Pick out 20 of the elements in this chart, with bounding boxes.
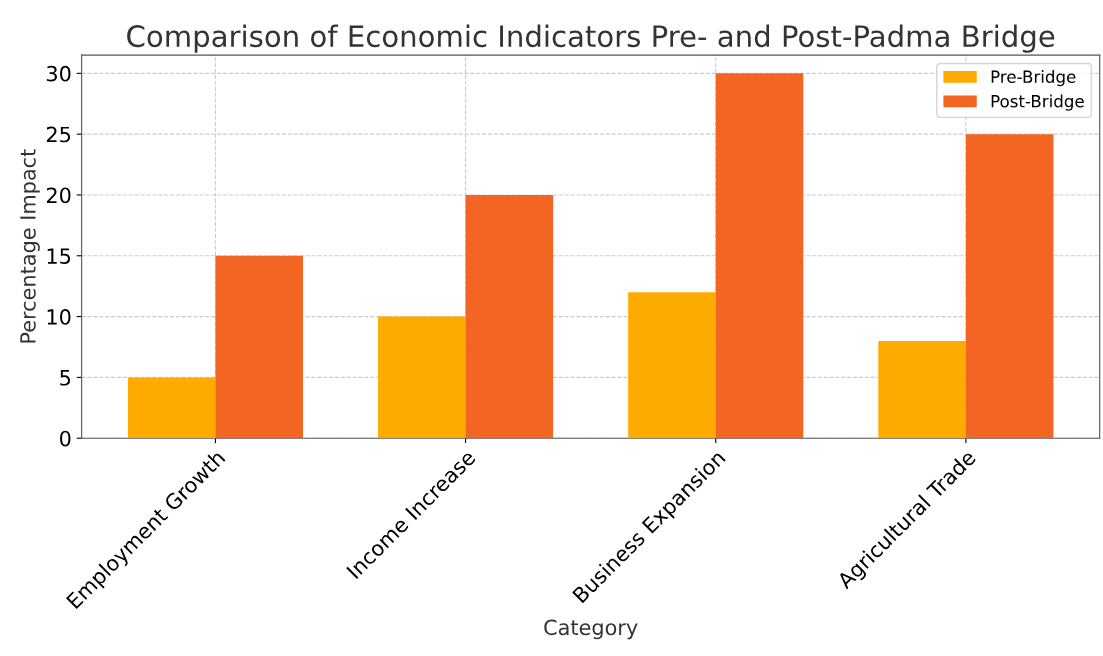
bar — [378, 316, 466, 439]
y-tick-label: 0 — [60, 430, 71, 447]
x-axis-title: Category — [544, 619, 638, 640]
y-axis-title: Percentage Impact — [20, 149, 40, 343]
y-tick-label: 10 — [47, 309, 71, 325]
bar — [965, 134, 1054, 439]
bar — [878, 340, 966, 439]
y-tick-label: 5 — [60, 370, 71, 386]
chart-title: Comparison of Economic Indicators Pre- and Post-Padma Bridge — [127, 24, 1055, 53]
y-tick-label: 25 — [46, 126, 71, 143]
y-tick-label: 15 — [47, 248, 71, 264]
bar — [215, 255, 303, 439]
legend-label: Post-Bridge — [991, 94, 1084, 111]
bar — [628, 292, 716, 439]
bar — [715, 73, 804, 439]
legend-label: Pre-Bridge — [991, 70, 1076, 87]
y-tick-label: 20 — [46, 187, 71, 204]
bar — [127, 377, 216, 439]
bar — [465, 194, 554, 439]
y-tick-label: 30 — [46, 65, 71, 82]
